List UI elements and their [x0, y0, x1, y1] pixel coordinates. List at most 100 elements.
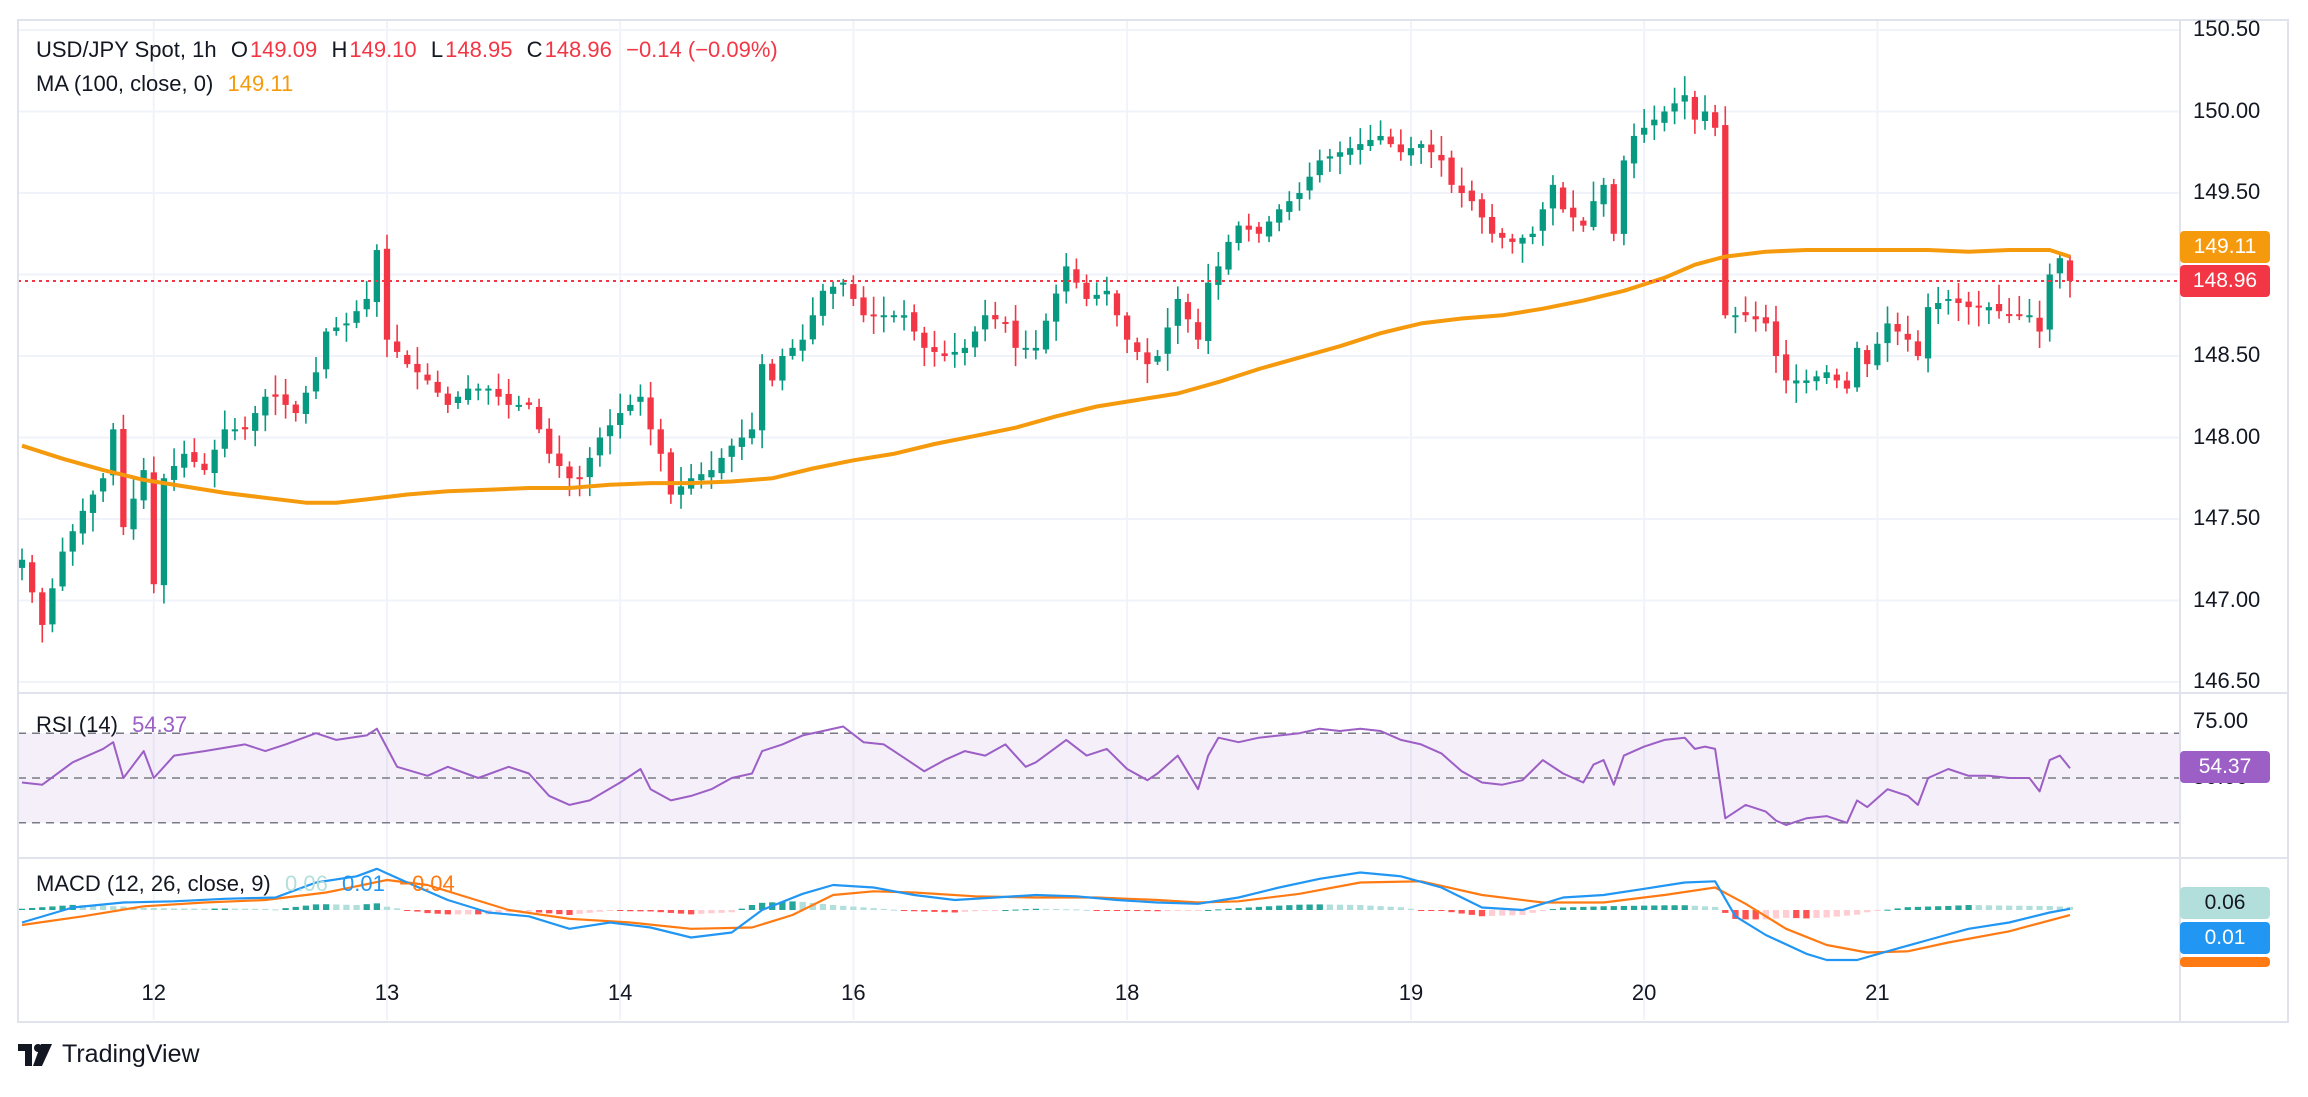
- macd-histogram-bar: [424, 910, 431, 914]
- macd-histogram-bar: [475, 910, 482, 915]
- candle-body: [110, 429, 117, 476]
- macd-histogram-bar: [1782, 910, 1790, 918]
- candle-body: [170, 466, 178, 480]
- macd-histogram-bar: [525, 910, 533, 912]
- macd-histogram-bar: [1103, 910, 1110, 911]
- candle-body: [333, 327, 340, 331]
- macd-histogram-bar: [1488, 910, 1496, 916]
- candle-body: [1600, 184, 1607, 205]
- candle-body: [1093, 294, 1100, 299]
- macd-histogram-bar: [1225, 908, 1232, 910]
- candle-body: [1641, 127, 1648, 135]
- close-value: 148.96: [544, 37, 612, 62]
- macd-histogram-bar: [1134, 910, 1141, 912]
- macd-histogram-bar: [1367, 905, 1374, 910]
- macd-histogram-bar: [556, 910, 563, 915]
- candle-body: [363, 298, 370, 310]
- macd-histogram-bar: [738, 908, 745, 910]
- macd-histogram-bar: [596, 910, 604, 912]
- candle-body: [231, 429, 239, 432]
- candle-body: [1235, 225, 1242, 244]
- macd-histogram-bar: [840, 905, 847, 910]
- macd-histogram-bar: [870, 908, 877, 910]
- candle-body: [312, 372, 320, 392]
- candle-body: [1803, 380, 1810, 383]
- rsi-value: 54.37: [132, 712, 188, 737]
- macd-histogram-bar: [495, 910, 502, 914]
- candle-body: [120, 429, 127, 528]
- macd-histogram-bar: [1559, 907, 1567, 910]
- macd-histogram-bar: [688, 910, 695, 915]
- macd-histogram-bar: [231, 908, 239, 910]
- candle-body: [1407, 148, 1415, 156]
- macd-histogram-bar: [292, 906, 299, 910]
- macd-histogram-bar: [1651, 905, 1658, 910]
- macd-histogram-bar: [1499, 910, 1506, 916]
- candle-body: [1225, 241, 1232, 270]
- candle-body: [1813, 376, 1820, 382]
- candle-body: [424, 374, 431, 381]
- macd-histogram-bar: [1641, 905, 1648, 910]
- candle-body: [1215, 266, 1222, 285]
- date-tick-label: 21: [1865, 980, 1890, 1005]
- macd-histogram-bar: [1793, 910, 1800, 919]
- candle-body: [99, 478, 107, 492]
- candle-body: [1367, 140, 1374, 147]
- macd-histogram-bar: [1093, 910, 1100, 911]
- candle-body: [1052, 293, 1060, 322]
- candle-body: [1134, 342, 1141, 352]
- candle-body: [59, 551, 66, 587]
- candle-body: [201, 463, 208, 471]
- macd-histogram-bar: [1701, 906, 1709, 910]
- high-value: 149.10: [349, 37, 417, 62]
- hist-value: 0.06: [284, 871, 328, 896]
- candle-body: [1762, 317, 1769, 324]
- macd-histogram-bar: [1914, 906, 1922, 910]
- date-tick-label: 19: [1398, 980, 1424, 1005]
- macd-label: MACD (12, 26, close, 9): [36, 871, 271, 896]
- candle-body: [515, 404, 522, 407]
- macd-histogram-bar: [1823, 910, 1830, 918]
- macd-histogram-bar: [2026, 905, 2033, 910]
- macd-histogram-bar: [1306, 904, 1313, 910]
- candle-body: [1326, 156, 1334, 159]
- macd-histogram-bar: [1407, 908, 1415, 910]
- macd-histogram-bar: [1377, 906, 1384, 910]
- macd-histogram-bar: [1397, 907, 1404, 910]
- price-tick-label: 148.50: [2193, 342, 2261, 367]
- candle-body: [667, 452, 675, 495]
- macd-histogram-bar: [1864, 910, 1871, 913]
- tradingview-logo[interactable]: TradingView: [18, 1040, 200, 1069]
- macd-histogram-bar: [282, 908, 289, 910]
- macd-histogram-bar: [606, 910, 614, 911]
- rsi-line: [21, 725, 2071, 826]
- candle-body: [2046, 274, 2053, 330]
- macd-histogram-bar: [464, 910, 472, 915]
- candle-body: [1144, 352, 1151, 365]
- macd-histogram-bar: [900, 910, 908, 911]
- macd-histogram-bar: [454, 910, 462, 915]
- candle-body: [1468, 190, 1475, 202]
- macd-histogram-bar: [39, 907, 46, 910]
- candle-body: [262, 396, 269, 416]
- macd-histogram-bar: [262, 908, 269, 910]
- rsi-tick-label: 75.00: [2193, 708, 2249, 733]
- candle-body: [931, 347, 938, 352]
- macd-histogram-bar: [1215, 909, 1222, 911]
- candle-body: [1286, 201, 1293, 212]
- candle-body: [454, 396, 462, 404]
- candle-body: [485, 388, 492, 391]
- macd-histogram-bar: [890, 909, 898, 911]
- candle-body: [1539, 209, 1546, 231]
- candle-body: [1945, 298, 1952, 301]
- candle-body: [1519, 237, 1526, 244]
- signal-price-label: [2180, 957, 2270, 967]
- macd-histogram-bar: [951, 910, 958, 913]
- macd-histogram-bar: [383, 906, 391, 910]
- ma-value: 149.11: [227, 71, 294, 96]
- candle-body: [414, 363, 421, 373]
- candle-body: [535, 406, 543, 430]
- rsi-label: RSI (14): [36, 712, 118, 737]
- macd-histogram-bar: [302, 905, 310, 910]
